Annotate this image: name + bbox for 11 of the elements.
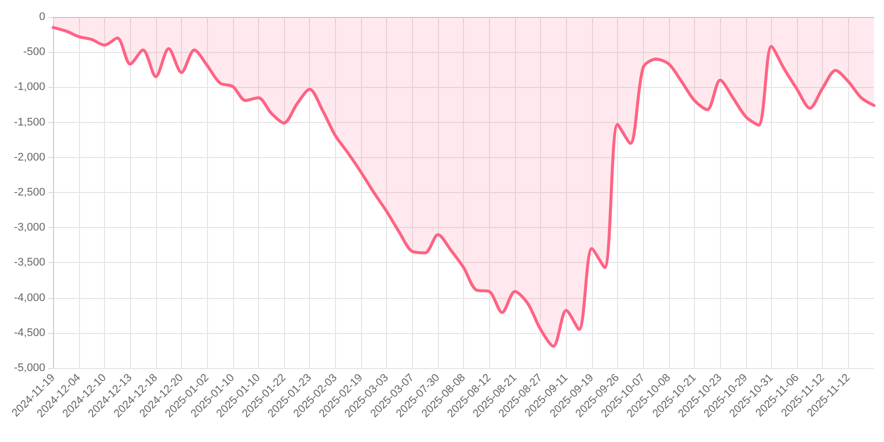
y-tick-label: 0 <box>39 11 46 23</box>
y-tick-label: -5,000 <box>14 362 46 374</box>
y-tick-label: -4,000 <box>14 292 46 304</box>
y-tick-label: -3,000 <box>14 222 46 234</box>
y-tick-label: -1,500 <box>14 116 46 128</box>
y-tick-label: -3,500 <box>14 256 46 269</box>
y-tick-label: -1,000 <box>14 81 46 94</box>
y-tick-label: -2,500 <box>14 186 46 198</box>
y-tick-label: -2,000 <box>14 151 46 164</box>
y-tick-label: -500 <box>23 46 46 58</box>
y-tick-label: -4,500 <box>14 326 46 339</box>
